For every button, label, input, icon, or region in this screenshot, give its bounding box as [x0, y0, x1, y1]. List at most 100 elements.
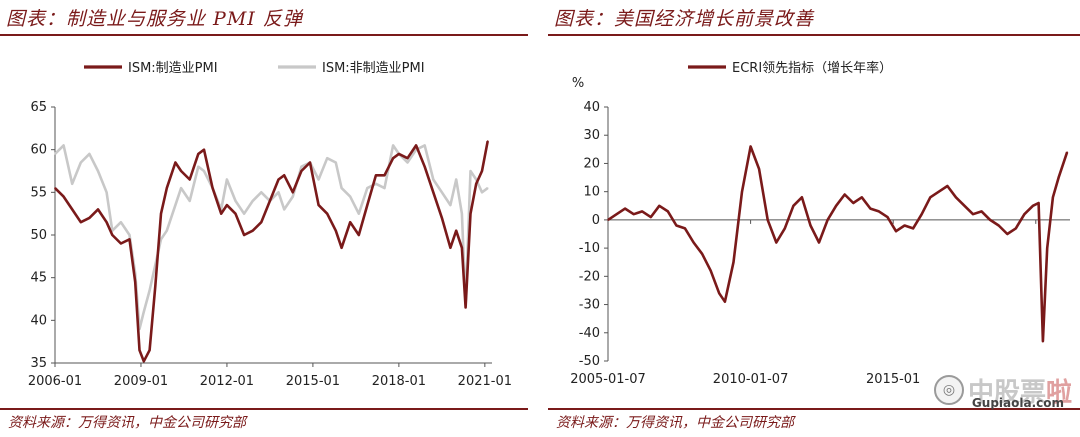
x-tick-label: 2010-01-07 — [713, 372, 789, 387]
data-point — [432, 191, 435, 194]
y-tick-label: -30 — [579, 298, 600, 313]
data-point — [234, 212, 237, 215]
data-point — [481, 191, 483, 194]
data-point — [423, 165, 426, 168]
data-point — [809, 224, 812, 227]
data-point — [120, 242, 122, 245]
data-point — [963, 205, 966, 207]
data-point — [920, 213, 923, 215]
data-point — [134, 281, 136, 283]
right-panel: 图表：美国经济增长前景改善 -50 -40 -30 -20 -10 0 10 20 30 40 20… — [548, 0, 1080, 437]
data-point — [148, 289, 151, 292]
data-point — [766, 219, 769, 221]
data-point — [88, 217, 91, 219]
x-tick-label: 2018-01 — [372, 374, 426, 389]
y-tick-label: -40 — [579, 326, 600, 341]
data-point — [62, 195, 65, 198]
data-point — [97, 208, 99, 211]
x-tick-label: 2012-01 — [200, 374, 254, 389]
data-point — [88, 153, 91, 155]
legend-label: ISM:制造业PMI — [128, 61, 218, 76]
y-tick-label: 65 — [30, 100, 47, 115]
watermark-brand: 中股票啦 — [968, 372, 1072, 409]
data-point — [946, 185, 949, 187]
data-point — [366, 187, 369, 189]
data-point — [1042, 340, 1044, 343]
data-point — [366, 204, 369, 206]
data-point — [54, 187, 56, 189]
y-tick-label: 30 — [583, 128, 600, 143]
data-point — [469, 212, 472, 215]
data-point — [724, 300, 726, 303]
data-point — [180, 170, 182, 172]
right-source-note: 资料来源：万得资讯，中金公司研究部 — [556, 415, 794, 431]
data-point — [878, 210, 880, 213]
legend-label: ISM:非制造业PMI — [322, 61, 425, 76]
data-point — [1046, 247, 1048, 249]
data-point — [251, 200, 254, 202]
data-point — [861, 196, 863, 199]
data-point — [406, 161, 409, 164]
y-axis-unit-label: % — [572, 76, 584, 91]
data-point — [260, 191, 263, 194]
data-point — [406, 157, 409, 159]
data-point — [1032, 205, 1034, 207]
data-point — [784, 227, 786, 230]
data-point — [843, 193, 846, 196]
data-point — [1052, 196, 1054, 199]
data-point — [469, 170, 472, 172]
data-point — [1023, 213, 1026, 215]
data-point — [461, 212, 463, 215]
data-point — [607, 219, 609, 221]
watermark-text-a: 中 — [967, 377, 994, 408]
data-point — [718, 292, 720, 295]
data-point — [997, 224, 1000, 227]
y-tick-label: 40 — [583, 100, 600, 115]
pmi-line-chart: 35 40 45 50 55 60 65 2006-01 2009-01 2012-01 2015-… — [28, 61, 512, 389]
data-point — [317, 178, 320, 181]
data-point — [475, 183, 478, 185]
data-point — [461, 247, 463, 249]
left-chart-title: 图表：制造业与服务业 PMI 反弹 — [6, 8, 303, 30]
data-point — [692, 241, 695, 244]
data-point — [741, 190, 743, 193]
ecri-line-chart: -50 -40 -30 -20 -10 0 10 20 30 40 2005-01-07 2010-0… — [570, 60, 1070, 387]
data-point — [358, 234, 360, 236]
data-point — [392, 157, 394, 159]
series-line — [54, 140, 489, 363]
data-point — [1037, 202, 1040, 204]
y-tick-label: -10 — [579, 241, 600, 256]
data-point — [818, 241, 820, 244]
data-point — [632, 213, 635, 215]
data-point — [392, 144, 394, 147]
data-point — [105, 221, 108, 223]
right-chart-title: 图表：美国经济增长前景改善 — [554, 8, 815, 30]
data-point — [226, 178, 228, 181]
data-point — [166, 229, 168, 232]
data-point — [1057, 176, 1060, 179]
data-point — [211, 187, 214, 189]
data-point — [615, 213, 618, 215]
data-point — [775, 241, 778, 244]
data-point — [481, 170, 483, 172]
y-tick-label: -50 — [579, 354, 600, 369]
data-point — [120, 221, 122, 223]
data-point — [220, 212, 222, 215]
data-point — [283, 208, 286, 211]
data-point — [972, 213, 974, 215]
data-point — [455, 229, 458, 232]
data-point — [349, 221, 352, 223]
data-point — [441, 217, 443, 219]
data-point — [143, 360, 145, 363]
data-point — [929, 196, 932, 199]
data-point — [1006, 233, 1009, 235]
data-point — [349, 195, 352, 198]
data-point — [792, 205, 795, 207]
data-point — [449, 247, 452, 249]
watermark-url: Gupiaola.com — [971, 396, 1064, 410]
data-point — [71, 183, 73, 185]
data-point — [852, 202, 855, 204]
data-point — [675, 224, 678, 227]
left-source-note: 资料来源：万得资讯，中金公司研究部 — [8, 415, 246, 431]
data-point — [486, 187, 489, 189]
